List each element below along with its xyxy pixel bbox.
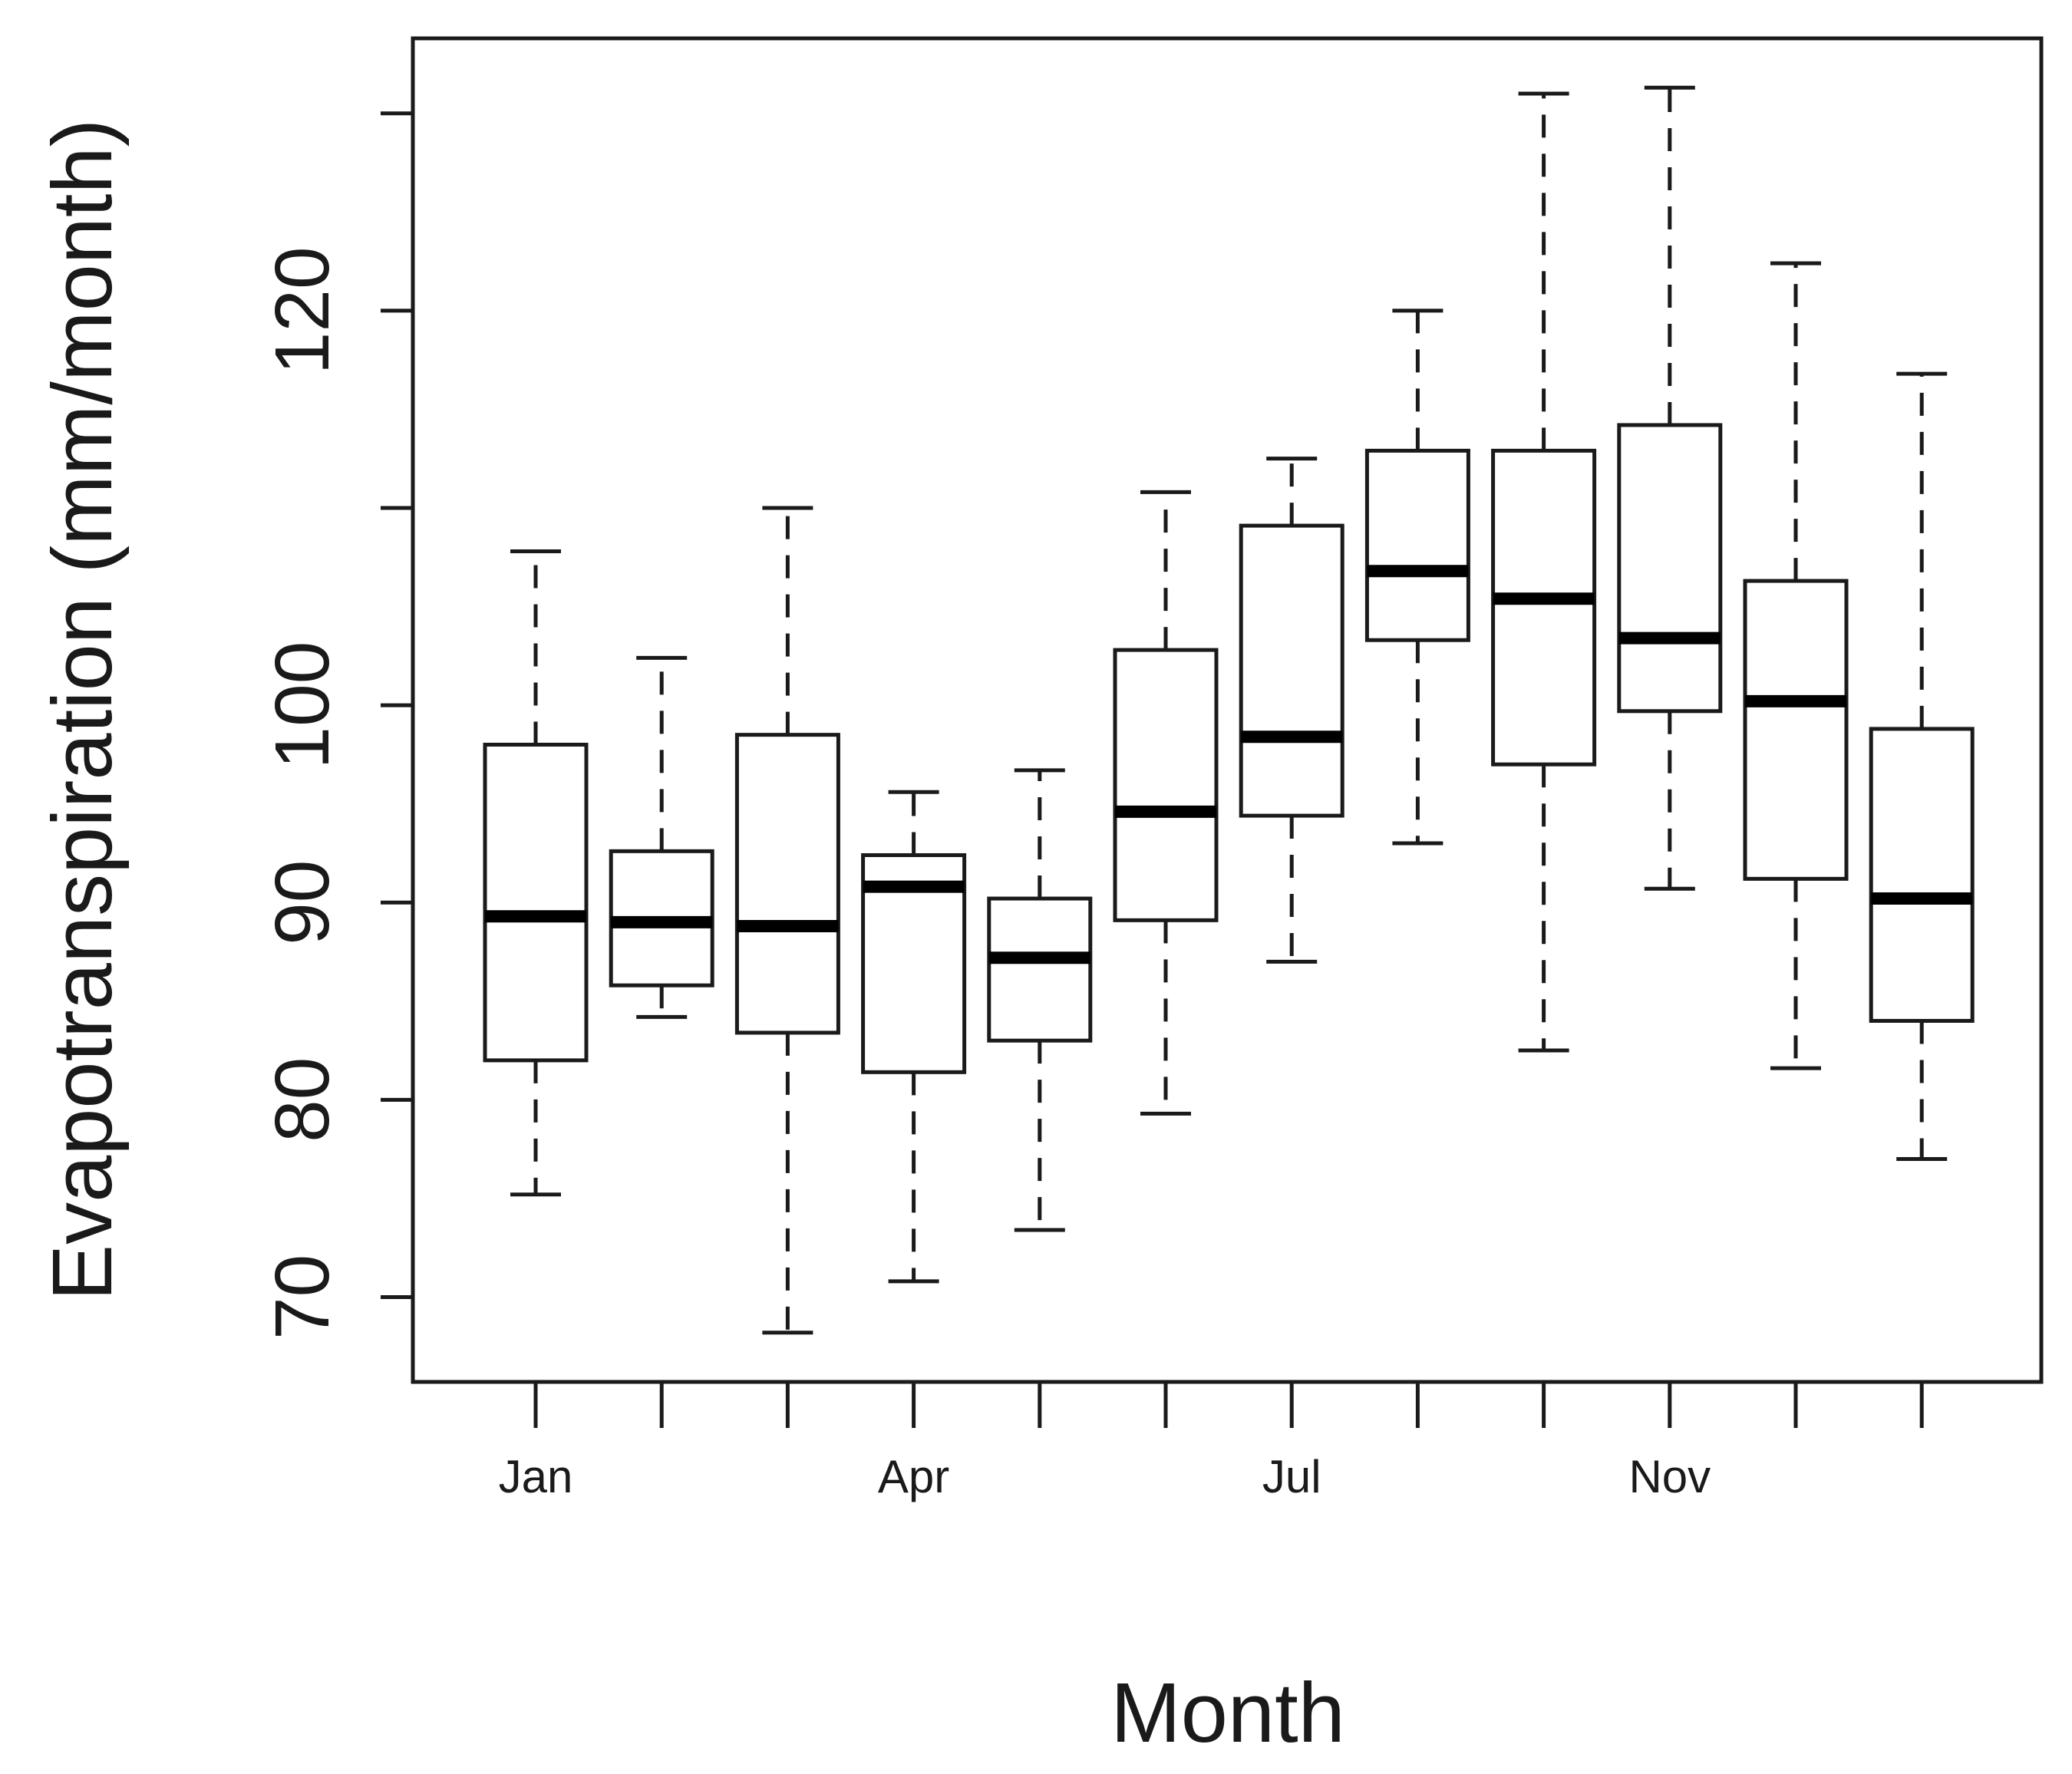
x-axis: Jan Apr Jul Nov <box>499 1382 1924 1502</box>
iqr-box <box>483 742 589 1063</box>
iqr-box <box>1113 648 1219 922</box>
box-6 <box>1113 490 1219 1116</box>
box-10 <box>1617 85 1723 891</box>
iqr-box <box>987 896 1093 1043</box>
iqr-box <box>1743 579 1849 881</box>
box-7 <box>1239 457 1344 964</box>
iqr-box <box>1491 448 1597 767</box>
y-tick-label: 70 <box>259 1255 345 1340</box>
y-tick-label: 120 <box>259 246 345 374</box>
x-tick-label: Jan <box>499 1451 573 1502</box>
x-tick-label: Nov <box>1628 1451 1711 1502</box>
box-1 <box>483 549 589 1197</box>
iqr-box <box>1617 423 1723 714</box>
box-2 <box>609 655 714 1019</box>
iqr-box <box>1364 448 1470 642</box>
box-4 <box>861 790 967 1284</box>
box-5 <box>987 768 1093 1232</box>
box-9 <box>1491 91 1597 1053</box>
y-axis: 70 80 90 100 120 <box>259 111 413 1340</box>
iqr-box <box>1869 727 1975 1023</box>
box-11 <box>1743 261 1849 1070</box>
x-tick-label: Jul <box>1262 1451 1321 1502</box>
box-3 <box>734 506 840 1335</box>
y-tick-label: 90 <box>259 860 345 945</box>
x-tick-label: Apr <box>878 1451 949 1502</box>
plot-frame <box>411 36 2044 1384</box>
box-8 <box>1364 308 1470 846</box>
x-axis-label: Month <box>1110 1666 1345 1760</box>
y-axis-label: Evapotranspiration (mm/month) <box>35 119 130 1301</box>
iqr-box <box>734 733 840 1035</box>
box-12 <box>1869 371 1975 1161</box>
iqr-box <box>1239 523 1344 818</box>
y-tick-label: 80 <box>259 1057 345 1143</box>
boxes <box>483 85 1975 1335</box>
y-tick-label: 100 <box>259 641 345 770</box>
